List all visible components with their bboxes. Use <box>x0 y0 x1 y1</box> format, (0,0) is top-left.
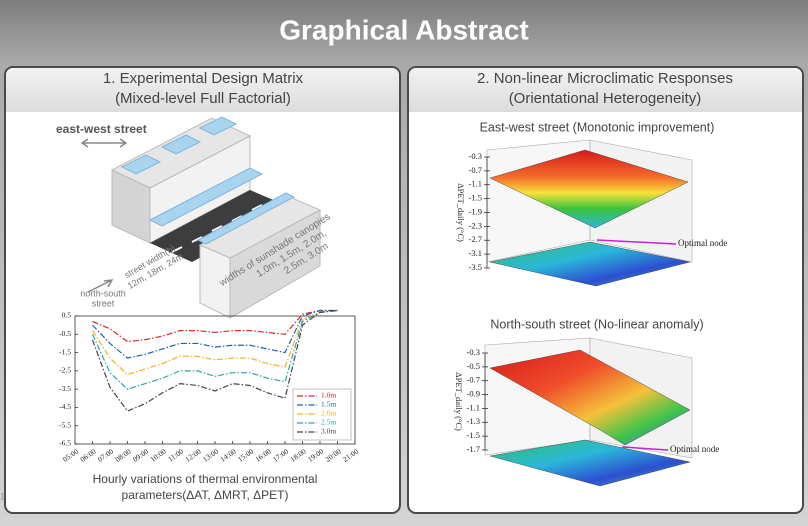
diagram-label: north-south <box>80 288 126 298</box>
z-tick-label: -0.7 <box>469 165 482 175</box>
response-surface <box>489 149 689 229</box>
caption: Hourly variations of thermal environment… <box>93 472 318 486</box>
z-tick-label: -2.7 <box>469 234 482 244</box>
z-tick-label: -0.3 <box>467 347 480 357</box>
annotation: Optimal node <box>678 238 727 248</box>
y-tick-label: -2.5 <box>59 366 71 375</box>
annotation-line <box>621 446 669 451</box>
panel-header <box>6 67 399 112</box>
legend-label: 2.0m <box>321 409 336 418</box>
series-line <box>92 309 338 359</box>
canopy <box>120 154 162 175</box>
page-title: Graphical Abstract <box>279 14 528 45</box>
z-tick-label: -1.3 <box>467 416 480 426</box>
series-line <box>91 309 338 390</box>
z-tick-label: -0.9 <box>467 389 480 399</box>
y-tick-label: -5.5 <box>59 420 71 429</box>
diagram-label: east-west street <box>56 122 147 136</box>
building-facade <box>229 209 321 319</box>
canopy <box>196 192 296 245</box>
series-line <box>92 309 338 343</box>
left-panel: 1. Experimental Design Matrix (Mixed-lev… <box>4 66 401 514</box>
y-tick-label: -4.5 <box>59 402 71 411</box>
z-tick-label: -2.3 <box>469 220 482 230</box>
caption: parameters(ΔAT, ΔMRT, ΔPET) <box>122 488 289 502</box>
panel-title: 2. Non-linear Microclimatic Responses <box>477 70 733 87</box>
z-tick-label: -0.5 <box>467 361 480 371</box>
y-tick-label: -1.5 <box>59 347 71 356</box>
plot-title: East-west street (Monotonic improvement) <box>480 120 715 134</box>
z-axis-label: ΔPET_daily (°C) <box>454 372 464 431</box>
z-tick-label: -0.3 <box>469 151 482 161</box>
contour-surface <box>489 439 691 487</box>
series-line <box>91 309 338 376</box>
legend-label: 2.5m <box>321 418 336 427</box>
panel-title: 1. Experimental Design Matrix <box>103 70 304 87</box>
annotation: Optimal node <box>670 444 719 454</box>
y-tick-label: -6.5 <box>59 439 71 448</box>
surface-plot <box>484 337 693 487</box>
annotation-line <box>596 239 677 245</box>
legend-label: 1.5m <box>321 400 336 409</box>
z-tick-label: -3.1 <box>469 248 482 258</box>
panel-header <box>409 67 802 112</box>
surface-plot <box>486 139 693 287</box>
panel-title: (Mixed-level Full Factorial) <box>115 90 291 107</box>
response-surface <box>489 349 691 446</box>
z-tick-label: -1.5 <box>469 193 482 203</box>
z-axis-label: ΔPET_daily (°C) <box>456 183 466 242</box>
panel-title: (Orientational Heterogeneity) <box>509 90 702 107</box>
direction-arrow <box>87 279 114 293</box>
z-tick-label: -1.1 <box>467 402 480 412</box>
canopy <box>198 116 238 136</box>
z-tick-label: -3.5 <box>469 262 482 272</box>
z-tick-label: -1.7 <box>467 444 480 454</box>
z-tick-label: -0.7 <box>467 375 480 385</box>
plot-title: North-south street (No-linear anomaly) <box>490 317 703 331</box>
contour-surface <box>489 241 691 287</box>
canopy <box>160 134 202 155</box>
y-tick-label: -3.5 <box>59 384 71 393</box>
z-tick-label: -1.5 <box>467 430 480 440</box>
z-tick-label: -1.1 <box>469 179 482 189</box>
road-marking <box>171 204 263 253</box>
legend-label: 3.0m <box>321 427 336 436</box>
y-tick-label: -0.5 <box>59 329 71 338</box>
direction-arrow <box>80 138 128 148</box>
street-diagram: east-west street north-south street stre… <box>56 116 332 319</box>
z-tick-label: -1.9 <box>469 206 482 216</box>
diagram-label: street <box>92 298 115 308</box>
canopy <box>148 167 264 227</box>
right-panel: 2. Non-linear Microclimatic Responses (O… <box>407 66 804 514</box>
legend-label: 1.0m <box>321 391 336 400</box>
series-line <box>91 309 338 412</box>
y-tick-label: 0.5 <box>62 311 72 320</box>
